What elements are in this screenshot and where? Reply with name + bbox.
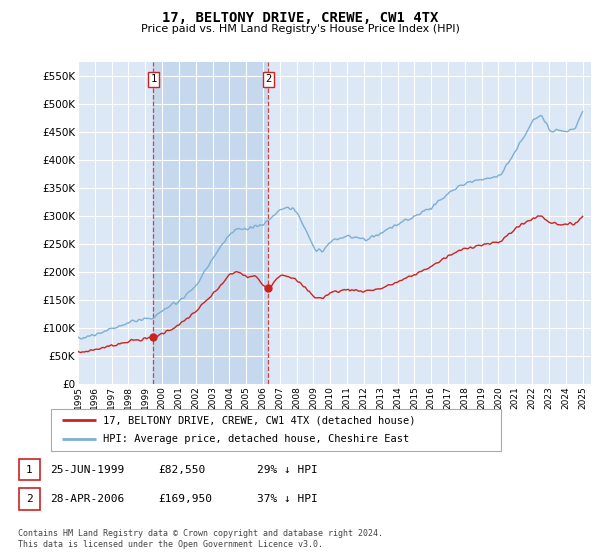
Text: 37% ↓ HPI: 37% ↓ HPI bbox=[257, 494, 317, 504]
Text: 29% ↓ HPI: 29% ↓ HPI bbox=[257, 465, 317, 475]
Text: £82,550: £82,550 bbox=[158, 465, 205, 475]
Text: 2: 2 bbox=[26, 494, 33, 504]
Text: Price paid vs. HM Land Registry's House Price Index (HPI): Price paid vs. HM Land Registry's House … bbox=[140, 24, 460, 34]
FancyBboxPatch shape bbox=[51, 409, 501, 451]
Text: 17, BELTONY DRIVE, CREWE, CW1 4TX: 17, BELTONY DRIVE, CREWE, CW1 4TX bbox=[162, 11, 438, 25]
Text: 28-APR-2006: 28-APR-2006 bbox=[50, 494, 124, 504]
Text: 25-JUN-1999: 25-JUN-1999 bbox=[50, 465, 124, 475]
Text: 1: 1 bbox=[150, 74, 157, 85]
FancyBboxPatch shape bbox=[19, 459, 40, 480]
Text: 2: 2 bbox=[265, 74, 272, 85]
Text: £169,950: £169,950 bbox=[158, 494, 212, 504]
Bar bbox=[154, 62, 268, 384]
Text: 1: 1 bbox=[26, 465, 33, 475]
Text: Contains HM Land Registry data © Crown copyright and database right 2024.
This d: Contains HM Land Registry data © Crown c… bbox=[18, 529, 383, 549]
Text: HPI: Average price, detached house, Cheshire East: HPI: Average price, detached house, Ches… bbox=[103, 435, 409, 445]
Text: 17, BELTONY DRIVE, CREWE, CW1 4TX (detached house): 17, BELTONY DRIVE, CREWE, CW1 4TX (detac… bbox=[103, 415, 415, 425]
FancyBboxPatch shape bbox=[19, 488, 40, 510]
